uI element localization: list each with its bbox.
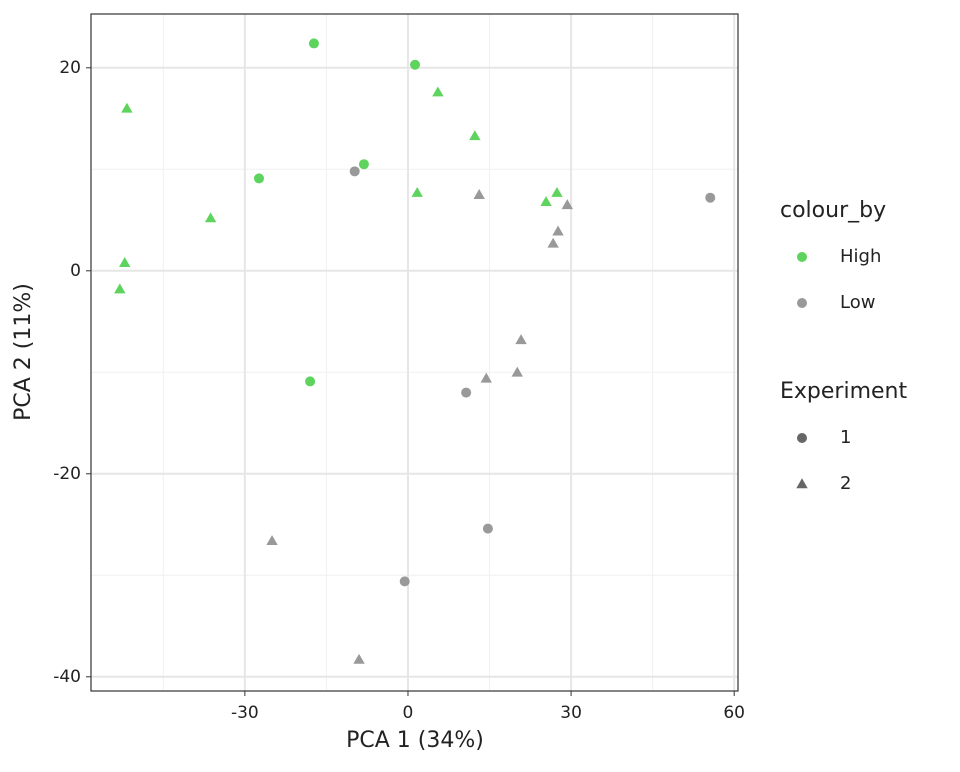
point <box>266 535 278 546</box>
legend-label: 2 <box>840 473 851 494</box>
point <box>515 334 527 345</box>
point <box>552 225 564 236</box>
point <box>358 159 369 170</box>
point <box>305 376 316 387</box>
y-axis-label: PCA 2 (11%) <box>11 283 36 421</box>
point <box>349 166 360 177</box>
legend-key <box>797 433 807 443</box>
point <box>461 387 472 398</box>
legend-title: colour_by <box>780 198 886 223</box>
point <box>353 653 365 664</box>
point <box>254 173 265 184</box>
x-axis-label: PCA 1 (34%) <box>346 728 484 753</box>
y-tick-label: -40 <box>53 667 81 687</box>
point <box>114 283 126 294</box>
point <box>121 102 133 113</box>
legend-key <box>797 298 807 308</box>
point <box>473 188 485 199</box>
point <box>469 130 481 141</box>
point <box>119 256 131 267</box>
point <box>411 186 423 197</box>
point <box>547 237 559 248</box>
y-tick-label: 0 <box>70 261 81 281</box>
y-tick-label: -20 <box>53 464 81 484</box>
point <box>308 38 319 49</box>
legend-key <box>796 478 808 489</box>
point <box>432 86 444 97</box>
point <box>551 186 563 197</box>
x-tick-label: 60 <box>723 703 745 723</box>
x-tick-label: -30 <box>231 703 259 723</box>
panel-border <box>90 13 739 692</box>
legend-title: Experiment <box>780 379 907 404</box>
point <box>482 523 493 534</box>
point <box>410 59 421 70</box>
point <box>399 576 410 587</box>
point <box>204 212 217 223</box>
point <box>480 372 492 383</box>
point <box>705 192 716 203</box>
legend-label: 1 <box>840 427 851 448</box>
point <box>511 366 523 377</box>
legend-key <box>797 252 807 262</box>
x-tick-label: 0 <box>403 703 414 723</box>
y-tick-label: 20 <box>59 58 81 78</box>
point <box>540 196 552 207</box>
legend-label: Low <box>840 292 875 313</box>
legend-label: High <box>840 246 881 267</box>
point <box>561 199 573 210</box>
x-tick-label: 30 <box>560 703 582 723</box>
